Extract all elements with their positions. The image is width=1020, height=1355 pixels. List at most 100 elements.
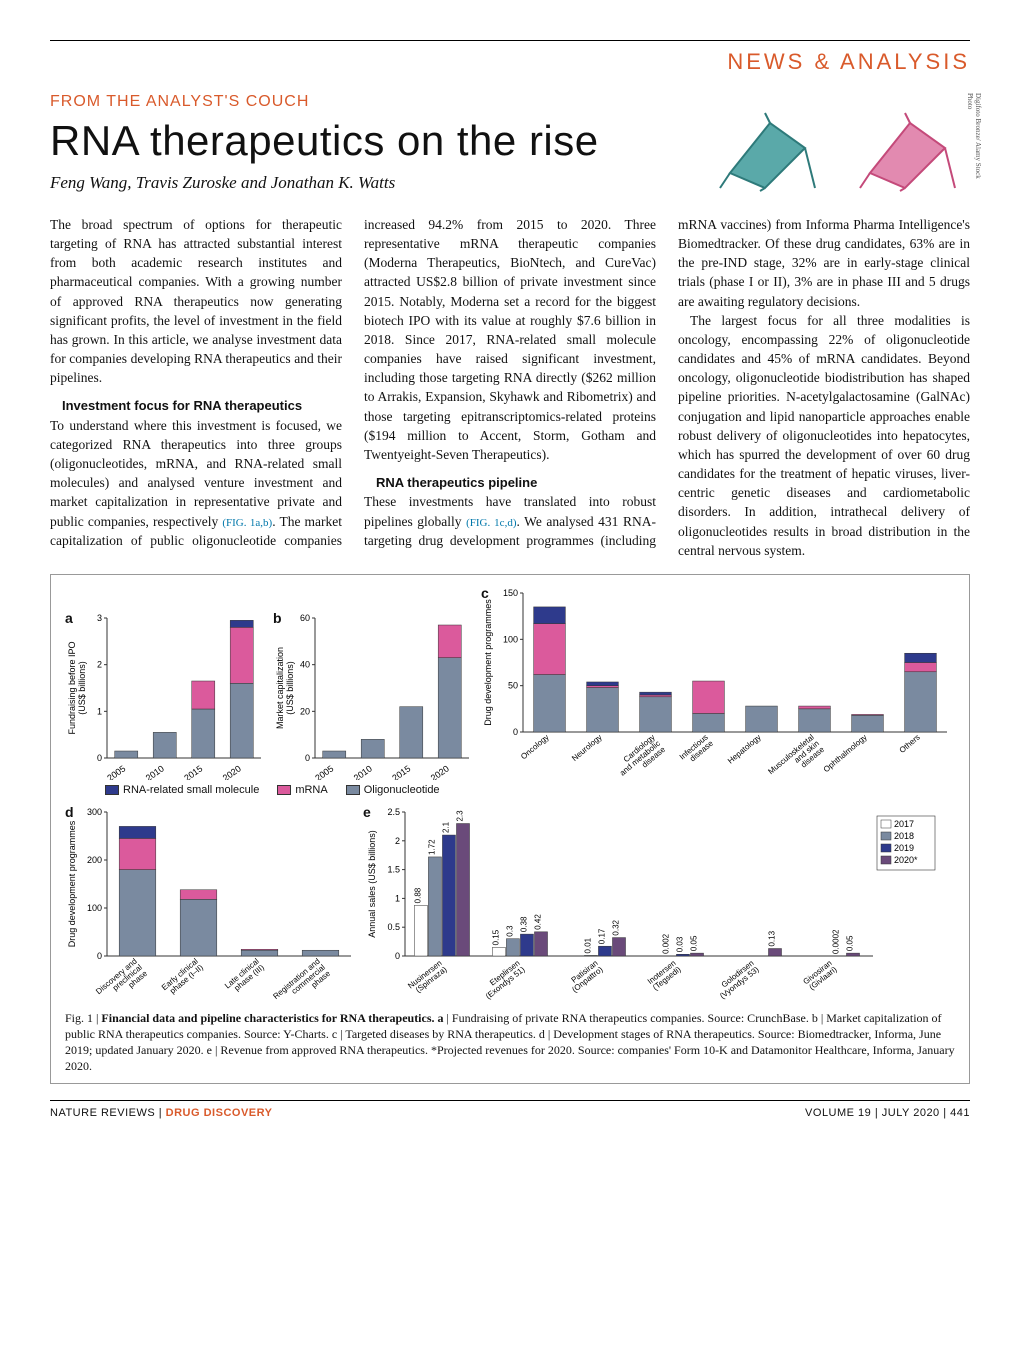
svg-text:0.05: 0.05 — [690, 935, 699, 951]
subhead-2: RNA therapeutics pipeline — [364, 474, 656, 492]
svg-text:0: 0 — [97, 753, 102, 763]
svg-text:2.3: 2.3 — [456, 810, 465, 822]
top-rule — [50, 40, 970, 41]
svg-text:Golodirsen(Vyondys 53): Golodirsen(Vyondys 53) — [713, 958, 761, 1000]
svg-text:0.05: 0.05 — [846, 935, 855, 951]
section-header: NEWS & ANALYSIS — [50, 49, 970, 75]
svg-text:0.3: 0.3 — [505, 925, 514, 937]
svg-text:2: 2 — [395, 836, 400, 846]
svg-text:40: 40 — [300, 659, 310, 669]
svg-text:Early clinicalphase (I–II): Early clinicalphase (I–II) — [160, 956, 205, 998]
figref-1cd: (FIG. 1c,d) — [466, 517, 516, 529]
svg-text:Nusinersen(Spinraza): Nusinersen(Spinraza) — [406, 958, 449, 997]
article-title: RNA therapeutics on the rise — [50, 117, 710, 165]
legend-label-0: RNA-related small molecule — [123, 784, 259, 796]
svg-text:1: 1 — [395, 893, 400, 903]
svg-text:0.002: 0.002 — [661, 933, 670, 954]
svg-text:200: 200 — [87, 855, 102, 865]
svg-text:Cardiologyand metabolicdisease: Cardiologyand metabolicdisease — [613, 732, 668, 780]
svg-text:Patisiran(Onpattro): Patisiran(Onpattro) — [565, 958, 604, 994]
header-illustration: Digifoto Bronze/ Alamy Stock Photo — [710, 93, 970, 193]
svg-text:2015: 2015 — [182, 763, 204, 780]
svg-text:2020*: 2020* — [894, 855, 918, 865]
swatch-mrna — [277, 785, 291, 795]
panel-c: c 0 50 100 150 Drug development programmes On… — [481, 585, 951, 780]
panel-d: d 0100200300Drug development programmesD… — [65, 804, 355, 1004]
svg-text:2020: 2020 — [429, 763, 451, 780]
footer-journal-name: DRUG DISCOVERY — [166, 1107, 273, 1119]
svg-text:300: 300 — [87, 807, 102, 817]
svg-text:2010: 2010 — [352, 763, 374, 780]
svg-text:Discovery andpreclinicalphase: Discovery andpreclinicalphase — [94, 956, 149, 1004]
kicker: FROM THE ANALYST'S COUCH — [50, 93, 710, 111]
svg-text:Registration andcommercialphas: Registration andcommercialphase — [271, 956, 332, 1004]
svg-text:Eteplirsen(Exondys 51): Eteplirsen(Exondys 51) — [479, 958, 527, 1001]
svg-text:Hepatology: Hepatology — [726, 732, 763, 765]
svg-text:0: 0 — [97, 951, 102, 961]
svg-text:0: 0 — [513, 727, 518, 737]
subhead-1: Investment focus for RNA therapeutics — [50, 397, 342, 415]
panel-label-b: b — [273, 610, 282, 626]
svg-text:Musculoskeletaland skindisease: Musculoskeletaland skindisease — [766, 732, 826, 780]
svg-text:0.42: 0.42 — [534, 913, 543, 929]
svg-text:Inotersen(Tegsedi): Inotersen(Tegsedi) — [646, 958, 683, 992]
svg-text:20: 20 — [300, 706, 310, 716]
svg-text:0.32: 0.32 — [612, 919, 621, 935]
panel-a: a 0 1 2 3 Fundraising before IPO(US$ billion… — [65, 610, 265, 780]
svg-text:Ophthalmology: Ophthalmology — [822, 732, 869, 773]
svg-text:2010: 2010 — [144, 763, 166, 780]
figure-legend: RNA-related small molecule mRNA Oligonuc… — [105, 784, 955, 796]
svg-text:Late clinicalphase (III): Late clinicalphase (III) — [223, 956, 266, 996]
svg-text:0.13: 0.13 — [768, 930, 777, 946]
svg-text:1.72: 1.72 — [427, 839, 436, 855]
para-1: The broad spectrum of options for therap… — [50, 215, 342, 387]
svg-text:2005: 2005 — [313, 763, 335, 780]
svg-text:0: 0 — [395, 951, 400, 961]
footer-journal: NATURE REVIEWS | — [50, 1107, 166, 1119]
svg-text:60: 60 — [300, 613, 310, 623]
svg-text:Infectiousdisease: Infectiousdisease — [678, 732, 716, 767]
photo-credit: Digifoto Bronze/ Alamy Stock Photo — [966, 93, 982, 193]
legend-label-2: Oligonucleotide — [364, 784, 440, 796]
svg-text:2.5: 2.5 — [387, 807, 400, 817]
svg-text:Givosiran(Givlaari): Givosiran(Givlaari) — [801, 958, 838, 992]
svg-text:150: 150 — [503, 588, 518, 598]
svg-text:Market capitalization(US$ bill: Market capitalization(US$ billions) — [275, 647, 295, 729]
svg-text:0.01: 0.01 — [583, 937, 592, 953]
svg-text:2: 2 — [97, 659, 102, 669]
authors: Feng Wang, Travis Zuroske and Jonathan K… — [50, 173, 710, 193]
svg-text:0: 0 — [305, 753, 310, 763]
figref-1ab: (FIG. 1a,b) — [222, 517, 272, 529]
panel-label-c: c — [481, 585, 489, 601]
svg-text:2.1: 2.1 — [441, 821, 450, 833]
svg-text:Oncology: Oncology — [519, 732, 551, 761]
svg-text:Fundraising before IPO(US$ bil: Fundraising before IPO(US$ billions) — [67, 641, 87, 734]
legend-label-1: mRNA — [295, 784, 327, 796]
panel-label-d: d — [65, 804, 74, 820]
svg-text:1: 1 — [97, 706, 102, 716]
para-4: The largest focus for all three modaliti… — [678, 311, 970, 560]
svg-text:50: 50 — [508, 680, 518, 690]
svg-text:1.5: 1.5 — [387, 864, 400, 874]
svg-text:2020: 2020 — [221, 763, 243, 780]
svg-text:2019: 2019 — [894, 843, 914, 853]
panel-label-e: e — [363, 804, 371, 820]
svg-text:0.38: 0.38 — [519, 916, 528, 932]
svg-text:Drug development programmes: Drug development programmes — [67, 820, 77, 947]
svg-text:3: 3 — [97, 613, 102, 623]
svg-text:2018: 2018 — [894, 831, 914, 841]
svg-text:0.03: 0.03 — [675, 936, 684, 952]
figure-caption: Fig. 1 | Financial data and pipeline cha… — [65, 1010, 955, 1075]
swatch-oligo — [346, 785, 360, 795]
figure-1: a 0 1 2 3 Fundraising before IPO(US$ billion… — [50, 574, 970, 1084]
svg-text:Others: Others — [898, 732, 922, 754]
svg-text:Drug development programmes: Drug development programmes — [483, 599, 493, 726]
panel-e: e 00.511.522.5Annual sales (US$ billions… — [363, 804, 943, 1004]
panel-label-a: a — [65, 610, 73, 626]
svg-text:0.17: 0.17 — [597, 928, 606, 944]
svg-text:100: 100 — [503, 634, 518, 644]
svg-text:Neurology: Neurology — [570, 732, 604, 762]
swatch-small-molecule — [105, 785, 119, 795]
svg-text:0.5: 0.5 — [387, 922, 400, 932]
panel-b: b 0 20 40 60 Market capitalization(US$ billi… — [273, 610, 473, 780]
